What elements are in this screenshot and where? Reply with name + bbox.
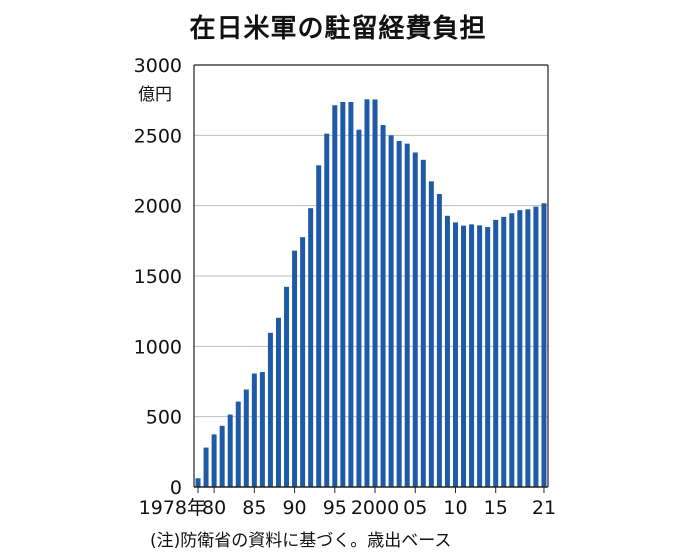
bar-1983 (235, 401, 241, 487)
bar-1986 (259, 372, 265, 487)
x-tick-label-2021: 21 (532, 497, 556, 519)
bar-2007 (428, 181, 434, 487)
bar-2010 (452, 222, 458, 487)
bar-2000 (372, 99, 378, 488)
x-tick-label-1990: 90 (282, 497, 306, 519)
y-tick-label-1000: 1000 (134, 336, 182, 358)
bar-1989 (284, 286, 290, 487)
bar-2011 (461, 225, 467, 487)
axes (193, 64, 549, 488)
y-tick-label-3000: 3000 (134, 55, 182, 77)
x-tick-label-1980: 80 (202, 497, 226, 519)
bar-1979 (203, 447, 209, 487)
bar-1980 (211, 434, 217, 487)
bar-2009 (444, 215, 450, 488)
bar-1982 (227, 414, 233, 487)
bar-2019 (525, 209, 531, 487)
bar-2012 (469, 224, 475, 487)
bar-1981 (219, 425, 225, 487)
x-tick-label-1985: 85 (242, 497, 266, 519)
bar-2015 (493, 219, 499, 487)
bar-1998 (356, 129, 362, 487)
y-tick-label-2500: 2500 (134, 125, 182, 147)
bar-2017 (509, 213, 515, 487)
bars (195, 99, 547, 488)
y-tick-label-500: 500 (146, 407, 182, 429)
bar-2006 (420, 159, 426, 487)
x-tick-label-1995: 95 (323, 497, 347, 519)
bar-1997 (348, 102, 354, 487)
bar-1984 (243, 389, 249, 487)
bar-1987 (267, 332, 273, 487)
x-tick-label-2015: 15 (484, 497, 508, 519)
chart-title: 在日米軍の駐留経費負担 (189, 14, 487, 44)
bar-2014 (485, 227, 491, 488)
bar-2005 (412, 152, 418, 488)
bar-1985 (251, 373, 257, 487)
bar-1994 (324, 133, 330, 487)
bar-2016 (501, 216, 507, 488)
bar-1999 (364, 99, 370, 487)
y-axis-unit: 億円 (138, 85, 172, 105)
bar-2013 (477, 225, 483, 488)
bar-1978 (195, 478, 201, 487)
x-tick-label-1978: 1978年 (139, 497, 206, 519)
x-tick-label-2010: 10 (443, 497, 467, 519)
bar-2018 (517, 210, 523, 488)
bar-1991 (300, 237, 306, 487)
bar-1992 (308, 208, 314, 487)
bar-2001 (380, 125, 386, 487)
bar-2008 (436, 193, 442, 488)
bar-1988 (275, 317, 281, 487)
bar-2003 (396, 140, 402, 487)
y-tick-label-2000: 2000 (134, 196, 182, 218)
bar-2002 (388, 135, 394, 487)
bar-2020 (533, 206, 539, 487)
bar-1995 (332, 105, 338, 487)
bar-2021 (541, 203, 547, 487)
y-tick-label-0: 0 (170, 477, 182, 499)
bar-2004 (404, 143, 410, 487)
y-tick-labels: 0 500 1000 1500 2000 2500 3000 (134, 55, 182, 499)
bar-1996 (340, 102, 346, 487)
source-note: (注)防衛省の資料に基づく。歳出ベース (150, 531, 452, 551)
x-tick-label-2005: 05 (403, 497, 427, 519)
bar-1993 (316, 165, 322, 488)
bar-1990 (292, 250, 298, 487)
y-tick-label-1500: 1500 (134, 266, 182, 288)
x-tick-label-2000: 2000 (351, 497, 399, 519)
